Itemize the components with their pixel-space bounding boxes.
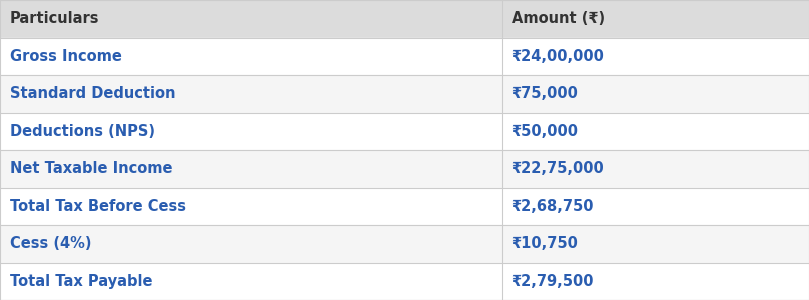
Bar: [0, 75, 809, 112]
Bar: [0, 38, 809, 75]
Text: Deductions (NPS): Deductions (NPS): [10, 124, 155, 139]
Text: Particulars: Particulars: [10, 11, 100, 26]
Text: ₹10,750: ₹10,750: [511, 236, 578, 251]
Text: ₹2,79,500: ₹2,79,500: [511, 274, 594, 289]
Bar: [0, 225, 809, 262]
Bar: [0, 262, 809, 300]
Text: ₹22,75,000: ₹22,75,000: [511, 161, 604, 176]
Bar: [0, 188, 809, 225]
Text: Total Tax Before Cess: Total Tax Before Cess: [10, 199, 186, 214]
Text: Standard Deduction: Standard Deduction: [10, 86, 176, 101]
Text: ₹2,68,750: ₹2,68,750: [511, 199, 594, 214]
Bar: [0, 150, 809, 188]
Bar: [0, 112, 809, 150]
Text: Amount (₹): Amount (₹): [511, 11, 604, 26]
Bar: [0, 0, 809, 38]
Text: ₹50,000: ₹50,000: [511, 124, 578, 139]
Text: ₹75,000: ₹75,000: [511, 86, 578, 101]
Text: Total Tax Payable: Total Tax Payable: [10, 274, 153, 289]
Text: ₹24,00,000: ₹24,00,000: [511, 49, 604, 64]
Text: Cess (4%): Cess (4%): [10, 236, 91, 251]
Text: Net Taxable Income: Net Taxable Income: [10, 161, 172, 176]
Text: Gross Income: Gross Income: [10, 49, 122, 64]
